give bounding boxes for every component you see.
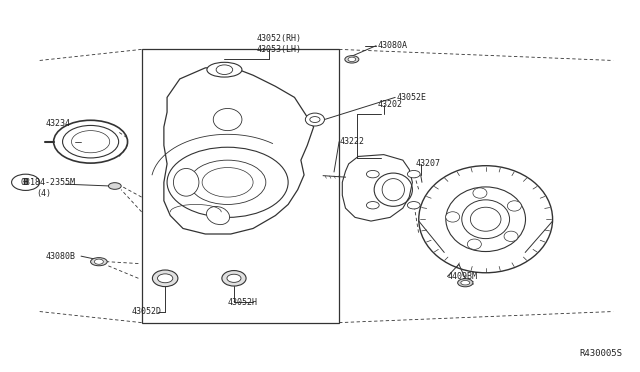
Text: B: B <box>23 178 28 187</box>
Text: R430005S: R430005S <box>580 349 623 358</box>
Ellipse shape <box>108 183 121 189</box>
Text: 08184-2355M: 08184-2355M <box>20 178 76 187</box>
Text: 43052H: 43052H <box>228 298 258 307</box>
Ellipse shape <box>504 231 518 241</box>
Circle shape <box>167 147 288 217</box>
Bar <box>141 49 339 323</box>
Ellipse shape <box>305 113 324 126</box>
Ellipse shape <box>458 279 473 287</box>
Text: 43052E: 43052E <box>396 93 426 102</box>
Circle shape <box>157 274 173 283</box>
Text: 43207: 43207 <box>415 159 440 169</box>
Circle shape <box>12 174 40 190</box>
Circle shape <box>408 170 420 178</box>
Text: 43202: 43202 <box>378 100 403 109</box>
Text: 43053(LH): 43053(LH) <box>256 45 301 54</box>
Circle shape <box>310 116 320 122</box>
Text: 43080B: 43080B <box>46 251 76 261</box>
Text: 43052D: 43052D <box>132 307 162 316</box>
Text: 43052(RH): 43052(RH) <box>256 34 301 43</box>
Ellipse shape <box>445 212 460 222</box>
Ellipse shape <box>222 270 246 286</box>
Text: (4): (4) <box>36 189 51 198</box>
Ellipse shape <box>508 201 522 211</box>
Circle shape <box>227 274 241 282</box>
Ellipse shape <box>345 56 359 63</box>
Ellipse shape <box>207 62 242 77</box>
Circle shape <box>348 57 356 62</box>
Ellipse shape <box>91 258 107 266</box>
Circle shape <box>202 167 253 197</box>
Text: 43234: 43234 <box>46 119 71 128</box>
Ellipse shape <box>152 270 178 286</box>
Ellipse shape <box>207 206 230 225</box>
Text: 43222: 43222 <box>339 137 364 146</box>
Circle shape <box>95 259 103 264</box>
Circle shape <box>367 170 379 178</box>
Text: 4409BM: 4409BM <box>447 272 477 281</box>
Ellipse shape <box>173 169 199 196</box>
Ellipse shape <box>467 239 481 249</box>
Text: 43080A: 43080A <box>378 41 407 50</box>
Circle shape <box>216 65 233 74</box>
Ellipse shape <box>213 109 242 131</box>
Ellipse shape <box>461 280 470 285</box>
Circle shape <box>408 202 420 209</box>
Circle shape <box>367 202 379 209</box>
Circle shape <box>189 160 266 205</box>
Ellipse shape <box>473 188 487 198</box>
